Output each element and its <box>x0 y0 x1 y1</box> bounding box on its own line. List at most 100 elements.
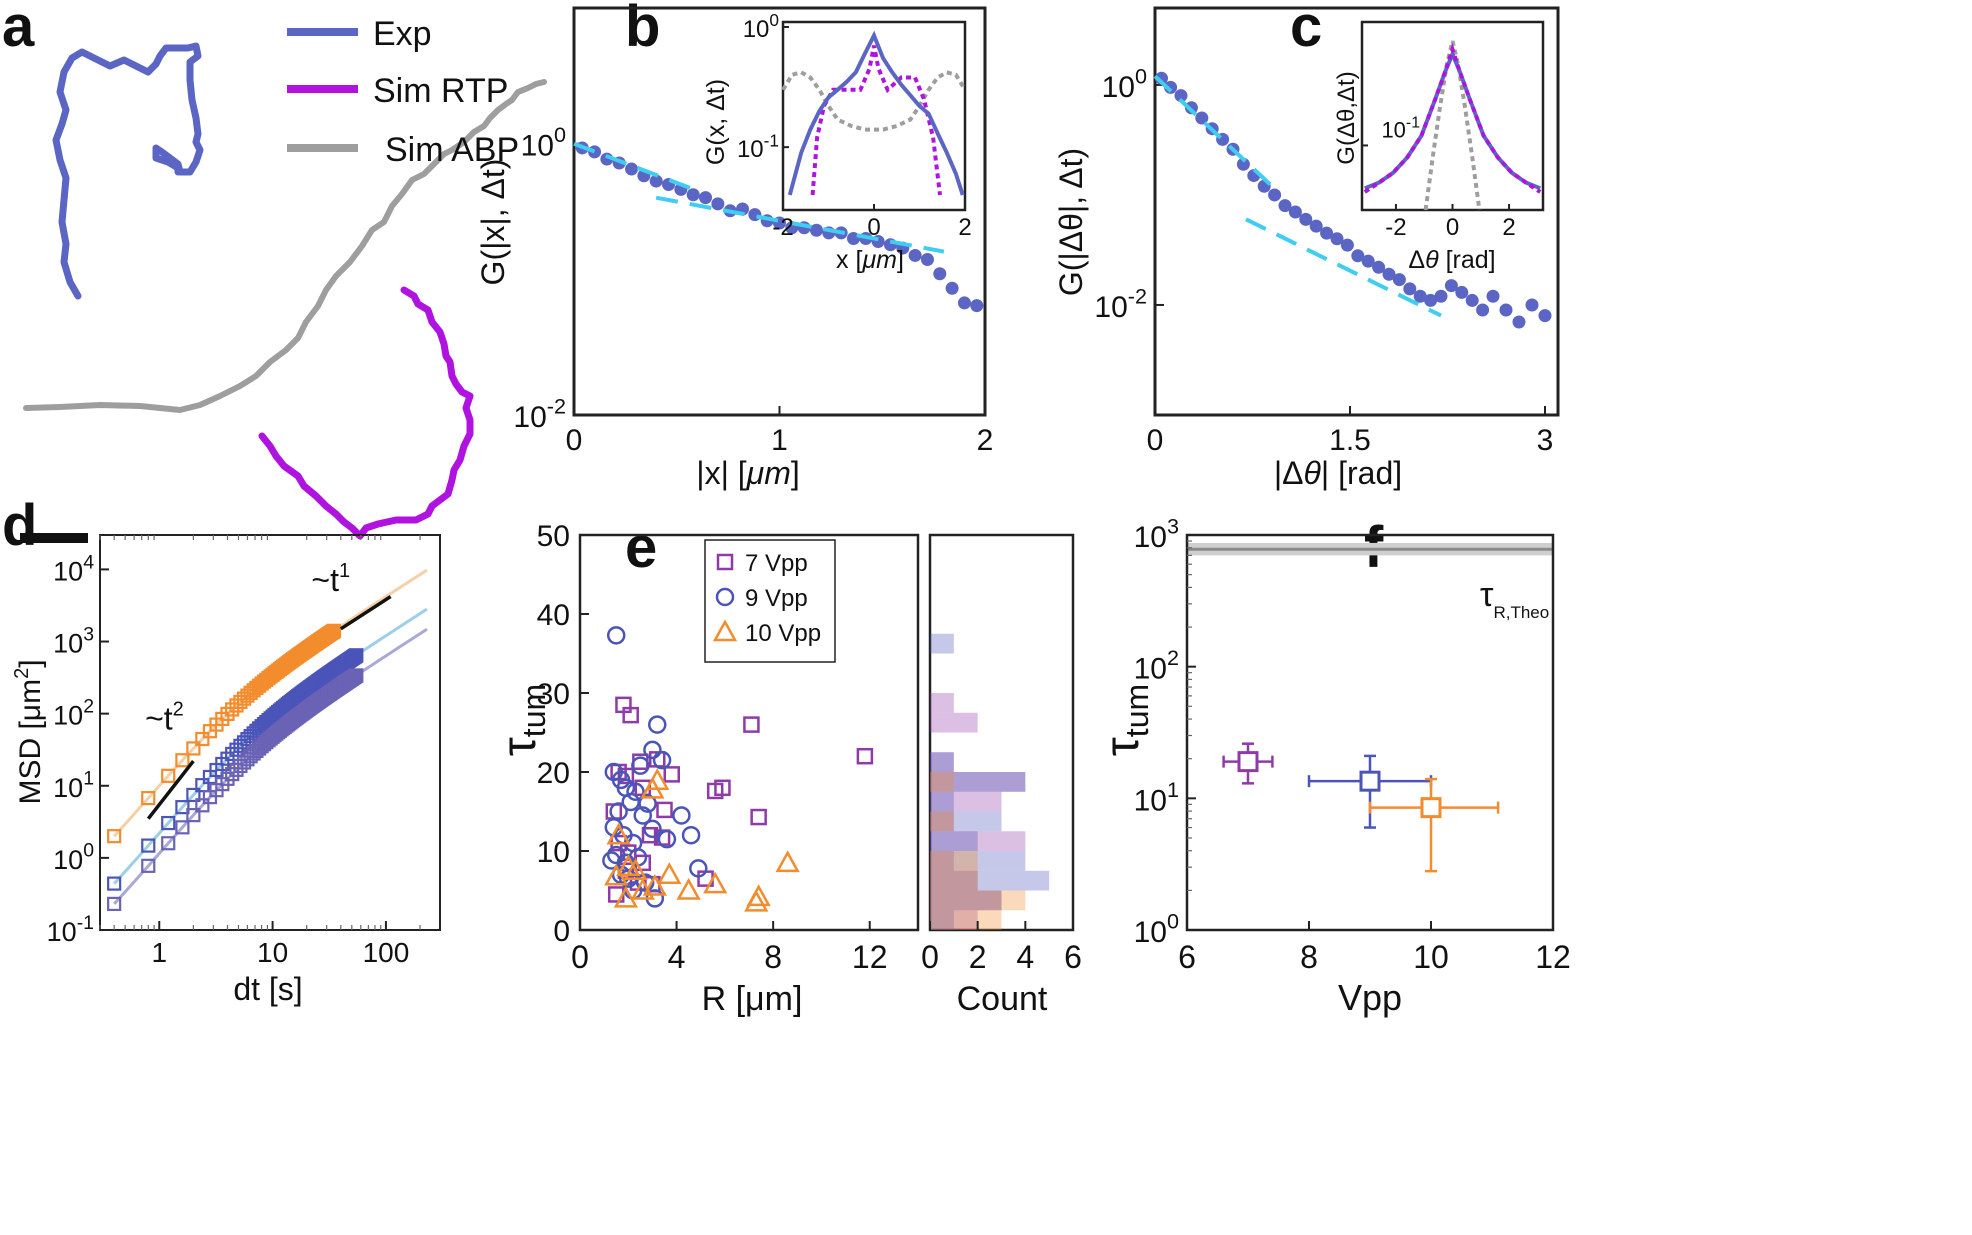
panel-d-annotation-0: ~t2 <box>145 699 184 737</box>
panel-e-ytick-label-0: 0 <box>553 915 570 948</box>
panel-e-histogram-bar <box>930 910 954 930</box>
panel-c-ytick-label-1: 100 <box>1102 63 1147 104</box>
panel-c-axes-frame <box>1153 6 1560 417</box>
panel-c-ytick-label-0: 10-2 <box>1094 283 1147 324</box>
panel-b-inset-ytick-label-1-base: 10 <box>743 16 770 43</box>
panel-c-data-point <box>1444 279 1458 293</box>
panel-b-ytick-label-0-base: 10 <box>513 401 546 434</box>
panel-e-point-square <box>656 801 673 819</box>
panel-e-point-triangle <box>676 877 701 900</box>
panel-b-fit-line-1 <box>573 141 699 193</box>
panel-e-point-triangle <box>640 776 665 799</box>
panel-d-msd-marker <box>349 648 364 663</box>
panel-e-point-square <box>617 767 635 785</box>
panel-c-data-point <box>1392 273 1406 287</box>
panel-c-data-point <box>1403 282 1417 296</box>
panel-b-inset-ytick-label-0-base: 10 <box>737 136 764 163</box>
panel-c-xtick-label-2: 3 <box>1537 424 1554 457</box>
panel-d-msd-marker <box>220 751 235 766</box>
panel-c-data-point <box>1164 80 1178 94</box>
panel-e-ytick-label-1: 10 <box>537 836 570 869</box>
panel-c-data-point <box>1434 289 1448 303</box>
panel-b-data-point <box>957 296 971 310</box>
panel-c-ylabel: G(|Δθ|, Δt) <box>1053 148 1089 296</box>
panel-d-msd-marker <box>186 741 201 756</box>
panel-c-data-point <box>1361 254 1375 268</box>
panel-c-xtick-label-0: 0 <box>1147 424 1164 457</box>
panel-d-ytick-label-0-exp: -1 <box>77 912 94 934</box>
panel-d-msd-marker <box>161 836 176 851</box>
panel-b-data-point <box>625 162 639 176</box>
panel-b-data-point <box>748 208 762 222</box>
panel-e-legend-marker-2 <box>712 619 738 642</box>
panel-e-xtick-label-0: 0 <box>571 939 589 975</box>
panel-d-msd-marker <box>225 766 240 782</box>
panel-b-data-point <box>809 223 823 237</box>
panel-e-histogram-bar <box>930 910 978 930</box>
panel-c-inset-xlabel-theta: θ <box>1425 246 1439 274</box>
panel-f-band-label-sub: R,Theo <box>1493 603 1549 622</box>
panel-d-msd-marker <box>229 742 244 757</box>
panel-b-xlabel-close: ] <box>791 455 800 491</box>
panel-label-b: b <box>625 0 660 59</box>
panel-b-xlabel: |x| [μm] <box>696 455 799 491</box>
panel-e-point-circle <box>672 806 691 825</box>
panel-d-ytick-label-2-exp: 1 <box>83 768 94 790</box>
panel-e-ylabel: τtum <box>493 684 552 756</box>
panel-e-point-circle <box>643 819 662 839</box>
panel-b-data-point <box>970 299 984 313</box>
panel-b-ytick-label-1-exp: 0 <box>554 122 566 147</box>
panel-e-xlabel-close: m] <box>765 980 803 1018</box>
panel-e-histogram-bar <box>930 890 1002 911</box>
panel-e-legend-label-2: 10 Vpp <box>745 620 821 647</box>
panel-b-ytick-label-0-exp: -2 <box>547 394 566 419</box>
panel-e-hist-xtick-label-0: 0 <box>921 939 939 975</box>
panel-c-inset-xtick-label-2: 2 <box>1502 214 1515 241</box>
panel-e-point-triangle <box>746 884 771 907</box>
panel-c-xtick-label-1: 1.5 <box>1329 424 1371 457</box>
panel-c-inset-curve-2 <box>1423 40 1482 211</box>
trajectory-legend: Exp Sim RTP Sim ABP <box>287 15 519 169</box>
panel-e-histogram-bar <box>930 851 978 871</box>
panel-b-data-point <box>686 188 700 202</box>
panel-d-msd-marker <box>175 753 190 768</box>
panel-e-histogram-bar <box>930 752 954 772</box>
panel-d-msd-marker <box>107 876 122 891</box>
panel-e-point-circle <box>626 782 645 801</box>
panel-d-ytick-label-5-exp: 4 <box>83 551 94 573</box>
panel-d-msd-marker <box>195 798 210 813</box>
panel-b-inset-xlabel-close: ] <box>897 246 904 274</box>
panel-d-ytick-label-4-exp: 3 <box>83 623 94 645</box>
panel-b-ylabel: G(|x|, Δt) <box>475 159 511 286</box>
panel-d-msd-marker <box>349 668 364 683</box>
panel-f-xtick-label-1: 8 <box>1300 939 1318 975</box>
panel-e-point-square <box>714 779 731 797</box>
panel-e-histogram-bar <box>930 851 954 871</box>
panel-f-ylabel-tau: τ <box>1096 737 1149 756</box>
scale-bar <box>20 533 88 543</box>
panel-b-data-point <box>699 191 713 205</box>
panel-c-ytick-label-0-exp: -2 <box>1128 283 1147 308</box>
panel-c-data-point <box>1499 303 1513 317</box>
panel-f-ytick-label-2-base: 10 <box>1134 653 1167 686</box>
panel-e-point-circle <box>602 851 621 870</box>
panel-f-ytick-label-0-base: 10 <box>1134 916 1167 949</box>
panel-e-histogram-bar <box>930 633 954 654</box>
panel-e-point-triangle <box>613 885 638 908</box>
panel-c-data-point <box>1195 111 1209 125</box>
panel-e-point-square <box>622 706 639 724</box>
panel-f-xtick-label-0: 6 <box>1178 939 1196 975</box>
panel-e-point-triangle <box>623 858 648 880</box>
panel-b-data-point <box>945 281 959 295</box>
panel-b-inset-frame <box>781 20 967 212</box>
panel-d-msd-marker <box>225 746 240 762</box>
panel-e-ytick-label-3: 30 <box>537 678 570 711</box>
panel-d-xlabel: dt [s] <box>233 971 302 1007</box>
panel-b-xlabel-unit: μm <box>746 455 791 491</box>
panel-d-ytick-label-3-exp: 2 <box>83 695 94 717</box>
panel-d-ytick-label-1-exp: 0 <box>83 840 94 862</box>
panel-f-ytick-label-0-exp: 0 <box>1167 909 1179 934</box>
panel-e-point-circle <box>652 750 672 770</box>
